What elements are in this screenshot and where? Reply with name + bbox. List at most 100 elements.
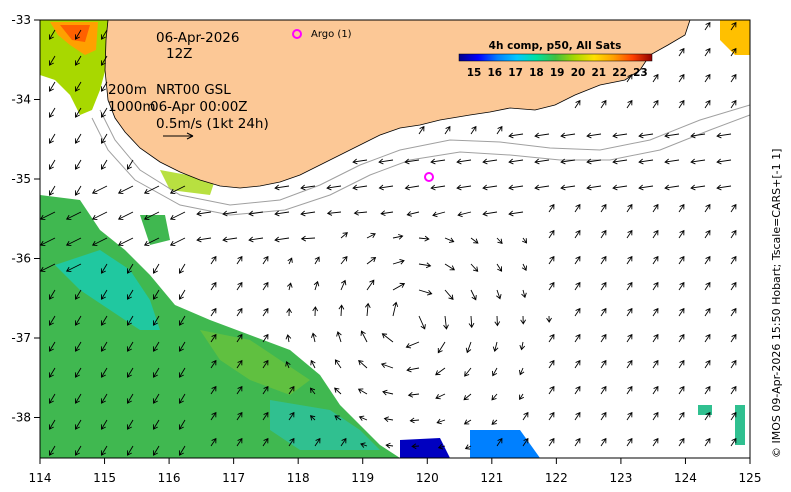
current-arrow (178, 289, 186, 300)
current-arrow (652, 203, 659, 213)
current-arrow (236, 281, 243, 291)
current-arrow (704, 255, 711, 265)
current-arrow (74, 393, 82, 404)
current-arrow (626, 281, 633, 291)
current-arrow (574, 359, 581, 369)
current-arrow (465, 341, 472, 354)
x-tick-label: 124 (674, 471, 697, 485)
current-arrow (262, 411, 269, 421)
current-arrow (236, 411, 243, 421)
current-arrow (236, 359, 243, 369)
current-arrow (444, 289, 454, 300)
current-arrow (340, 279, 347, 291)
colorbar-tick-label: 17 (508, 67, 523, 79)
current-arrow (704, 411, 711, 421)
current-arrow (600, 99, 607, 109)
current-arrow (548, 359, 555, 369)
current-arrow (364, 302, 371, 317)
current-arrow (652, 385, 659, 395)
current-arrow (548, 437, 555, 447)
current-arrow (178, 341, 186, 352)
current-arrow (404, 184, 420, 191)
current-arrow (560, 132, 576, 139)
current-arrow (652, 73, 659, 83)
current-arrow (48, 133, 56, 144)
current-arrow (152, 341, 160, 352)
current-arrow (730, 281, 737, 291)
current-arrow (378, 158, 394, 165)
current-arrow (519, 341, 526, 351)
credit-text: © IMOS 09-Apr-2026 15:50 Hobart; Tscale=… (770, 149, 783, 458)
current-arrow (678, 385, 685, 395)
current-arrow (482, 184, 498, 191)
current-arrow (574, 411, 581, 421)
current-arrow (548, 229, 555, 239)
current-arrow (704, 229, 711, 239)
current-arrow (210, 255, 217, 265)
current-arrow (600, 437, 607, 447)
current-arrow (152, 289, 160, 300)
current-arrow (652, 307, 659, 317)
current-arrow (704, 333, 711, 343)
current-arrow (126, 393, 134, 404)
current-arrow (340, 437, 347, 447)
x-tick-label: 118 (287, 471, 310, 485)
current-arrow (626, 99, 633, 109)
current-arrow (494, 315, 501, 327)
current-arrow (730, 73, 737, 83)
current-arrow (178, 445, 186, 456)
current-arrow (100, 55, 108, 66)
current-arrow (626, 229, 633, 239)
colorbar-tick-label: 16 (487, 67, 502, 79)
current-arrow (366, 256, 377, 265)
current-arrow (117, 185, 134, 195)
current-arrow (704, 385, 711, 395)
current-arrow (678, 333, 685, 343)
current-arrow (143, 237, 160, 247)
current-arrow (626, 203, 633, 213)
argo-float-marker[interactable] (424, 172, 434, 182)
current-arrow (74, 289, 82, 300)
current-arrow (236, 437, 243, 447)
current-arrow (100, 367, 108, 378)
current-arrow (664, 132, 680, 139)
current-arrow (222, 210, 238, 217)
current-arrow (309, 415, 316, 421)
current-arrow (638, 132, 654, 139)
scale-arrow (163, 132, 194, 140)
current-arrow (704, 203, 711, 213)
current-arrow (91, 237, 108, 247)
current-arrow (612, 158, 628, 165)
current-arrow (285, 334, 292, 343)
current-arrow (262, 281, 269, 291)
current-arrow (286, 307, 292, 317)
current-arrow (178, 263, 186, 274)
current-arrow (91, 211, 108, 221)
current-arrow (48, 315, 56, 326)
current-arrow (48, 341, 56, 352)
current-arrow (336, 331, 342, 343)
colorbar: 4h comp, p50, All Sats 15 16 17 18 19 20 21 22 2… (458, 40, 653, 79)
current-arrow (586, 132, 602, 139)
current-arrow (300, 184, 316, 191)
current-arrow (196, 236, 212, 243)
current-arrow (444, 125, 451, 135)
depth-contour-200m (99, 104, 750, 206)
hour-label: 12Z (166, 46, 192, 62)
current-arrow (74, 315, 82, 326)
current-arrow (678, 359, 685, 369)
current-arrow (521, 289, 527, 299)
current-arrow (678, 411, 685, 421)
current-arrow (574, 281, 581, 291)
current-arrow (178, 315, 186, 326)
current-arrow (548, 281, 555, 291)
current-arrow (716, 158, 732, 165)
current-arrow (678, 281, 685, 291)
current-arrow (560, 184, 576, 191)
current-arrow (574, 255, 581, 265)
current-arrow (100, 289, 108, 300)
plot-frame (39, 19, 751, 459)
current-arrow (411, 443, 420, 450)
current-arrow (491, 393, 498, 401)
current-arrow (496, 263, 503, 272)
